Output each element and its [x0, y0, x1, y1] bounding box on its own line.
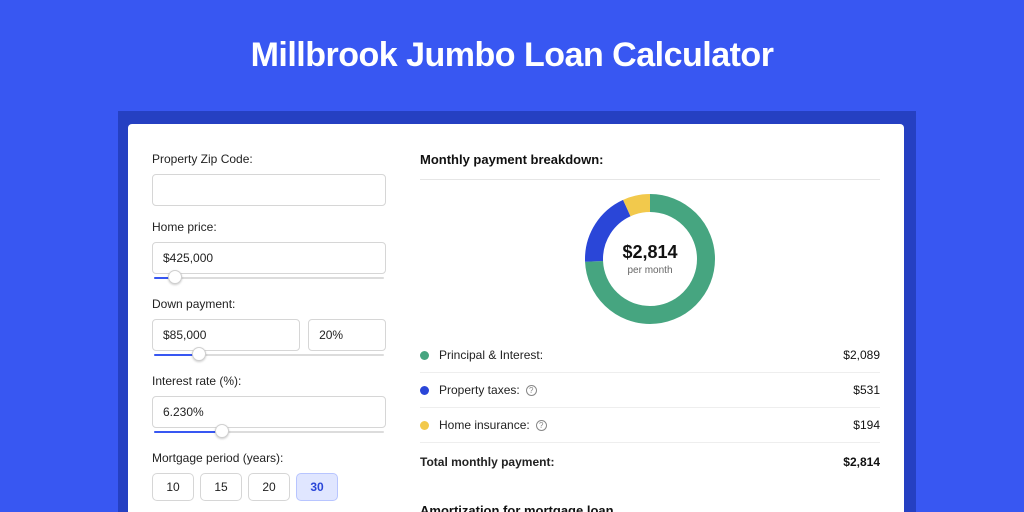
- calculator-card: Property Zip Code: Home price: Down paym…: [128, 124, 904, 512]
- form-panel: Property Zip Code: Home price: Down paym…: [128, 124, 410, 512]
- slider-fill: [154, 431, 224, 433]
- donut-container: $2,814 per month: [420, 190, 880, 334]
- legend-row: Property taxes:?$531: [420, 373, 880, 408]
- legend-dot: [420, 421, 429, 430]
- info-icon[interactable]: ?: [536, 420, 547, 431]
- home-price-label: Home price:: [152, 220, 386, 234]
- donut-amount: $2,814: [622, 242, 677, 263]
- donut-center: $2,814 per month: [585, 194, 715, 324]
- legend-label: Home insurance:?: [439, 418, 853, 432]
- down-payment-slider[interactable]: [152, 350, 386, 360]
- legend-value: $2,089: [843, 348, 880, 362]
- legend-value: $194: [853, 418, 880, 432]
- rate-input[interactable]: [152, 396, 386, 428]
- zip-field: Property Zip Code:: [152, 152, 386, 206]
- down-payment-field: Down payment:: [152, 297, 386, 360]
- breakdown-panel: Monthly payment breakdown: $2,814 per mo…: [410, 124, 904, 512]
- slider-thumb[interactable]: [215, 424, 229, 438]
- info-icon[interactable]: ?: [526, 385, 537, 396]
- rate-field: Interest rate (%):: [152, 374, 386, 437]
- amortization-section: Amortization for mortgage loan Amortizat…: [420, 503, 880, 512]
- zip-input[interactable]: [152, 174, 386, 206]
- page-root: Millbrook Jumbo Loan Calculator Property…: [0, 0, 1024, 512]
- legend-total-value: $2,814: [843, 455, 880, 469]
- legend: Principal & Interest:$2,089Property taxe…: [420, 338, 880, 479]
- slider-track: [154, 277, 384, 279]
- down-payment-pct-input[interactable]: [308, 319, 386, 351]
- period-pill-10[interactable]: 10: [152, 473, 194, 501]
- legend-total-label: Total monthly payment:: [420, 455, 843, 469]
- home-price-field: Home price:: [152, 220, 386, 283]
- donut-chart: $2,814 per month: [585, 194, 715, 324]
- period-pill-30[interactable]: 30: [296, 473, 338, 501]
- zip-label: Property Zip Code:: [152, 152, 386, 166]
- period-pill-row: 10152030: [152, 473, 386, 501]
- slider-thumb[interactable]: [168, 270, 182, 284]
- amortization-heading: Amortization for mortgage loan: [420, 503, 880, 512]
- legend-dot: [420, 351, 429, 360]
- divider: [420, 179, 880, 180]
- period-label: Mortgage period (years):: [152, 451, 386, 465]
- home-price-slider[interactable]: [152, 273, 386, 283]
- down-payment-label: Down payment:: [152, 297, 386, 311]
- legend-label: Principal & Interest:: [439, 348, 843, 362]
- slider-thumb[interactable]: [192, 347, 206, 361]
- page-title: Millbrook Jumbo Loan Calculator: [0, 0, 1024, 75]
- period-pill-20[interactable]: 20: [248, 473, 290, 501]
- legend-total-row: Total monthly payment:$2,814: [420, 443, 880, 479]
- legend-dot: [420, 386, 429, 395]
- legend-row: Home insurance:?$194: [420, 408, 880, 443]
- legend-value: $531: [853, 383, 880, 397]
- donut-sub: per month: [627, 265, 672, 276]
- home-price-input[interactable]: [152, 242, 386, 274]
- rate-slider[interactable]: [152, 427, 386, 437]
- legend-row: Principal & Interest:$2,089: [420, 338, 880, 373]
- down-payment-input[interactable]: [152, 319, 300, 351]
- rate-label: Interest rate (%):: [152, 374, 386, 388]
- period-field: Mortgage period (years): 10152030: [152, 451, 386, 501]
- period-pill-15[interactable]: 15: [200, 473, 242, 501]
- breakdown-heading: Monthly payment breakdown:: [420, 152, 880, 167]
- legend-label: Property taxes:?: [439, 383, 853, 397]
